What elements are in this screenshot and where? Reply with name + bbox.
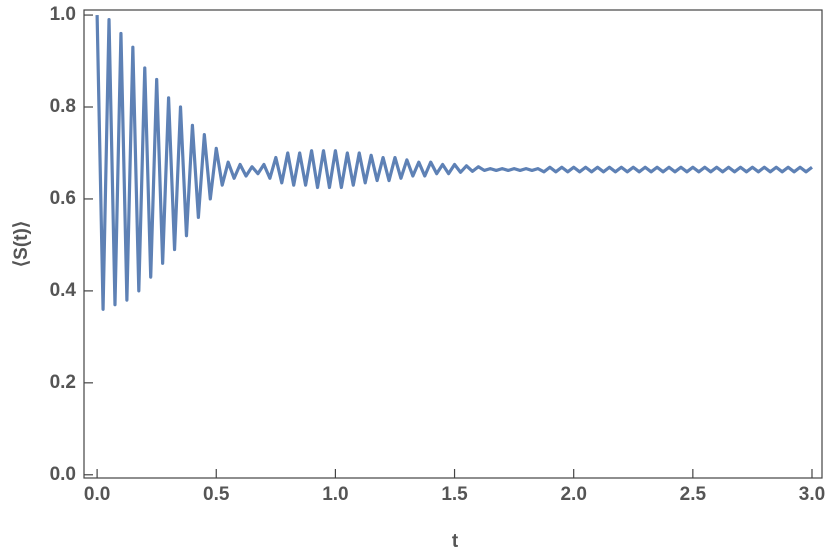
y-tick-label: 0.0 [50, 464, 76, 485]
x-tick-label: 1.5 [441, 484, 468, 505]
x-tick-label: 2.5 [680, 484, 707, 505]
x-tick-label: 3.0 [799, 484, 825, 505]
x-axis-label: t [452, 531, 459, 552]
x-tick-label: 2.0 [560, 484, 586, 505]
y-tick-label: 1.0 [50, 4, 76, 25]
plot-frame [83, 9, 823, 479]
y-tick-label: 0.6 [50, 188, 76, 209]
y-tick-label: 0.8 [50, 96, 76, 117]
y-axis-label: ⟨S(t)⟩ [11, 221, 32, 267]
x-tick-label: 1.0 [322, 484, 348, 505]
y-tick-label: 0.4 [50, 280, 77, 301]
y-tick-label: 0.2 [50, 372, 76, 393]
x-tick-label: 0.5 [203, 484, 230, 505]
x-tick-label: 0.0 [84, 484, 110, 505]
data-line [95, 15, 813, 311]
